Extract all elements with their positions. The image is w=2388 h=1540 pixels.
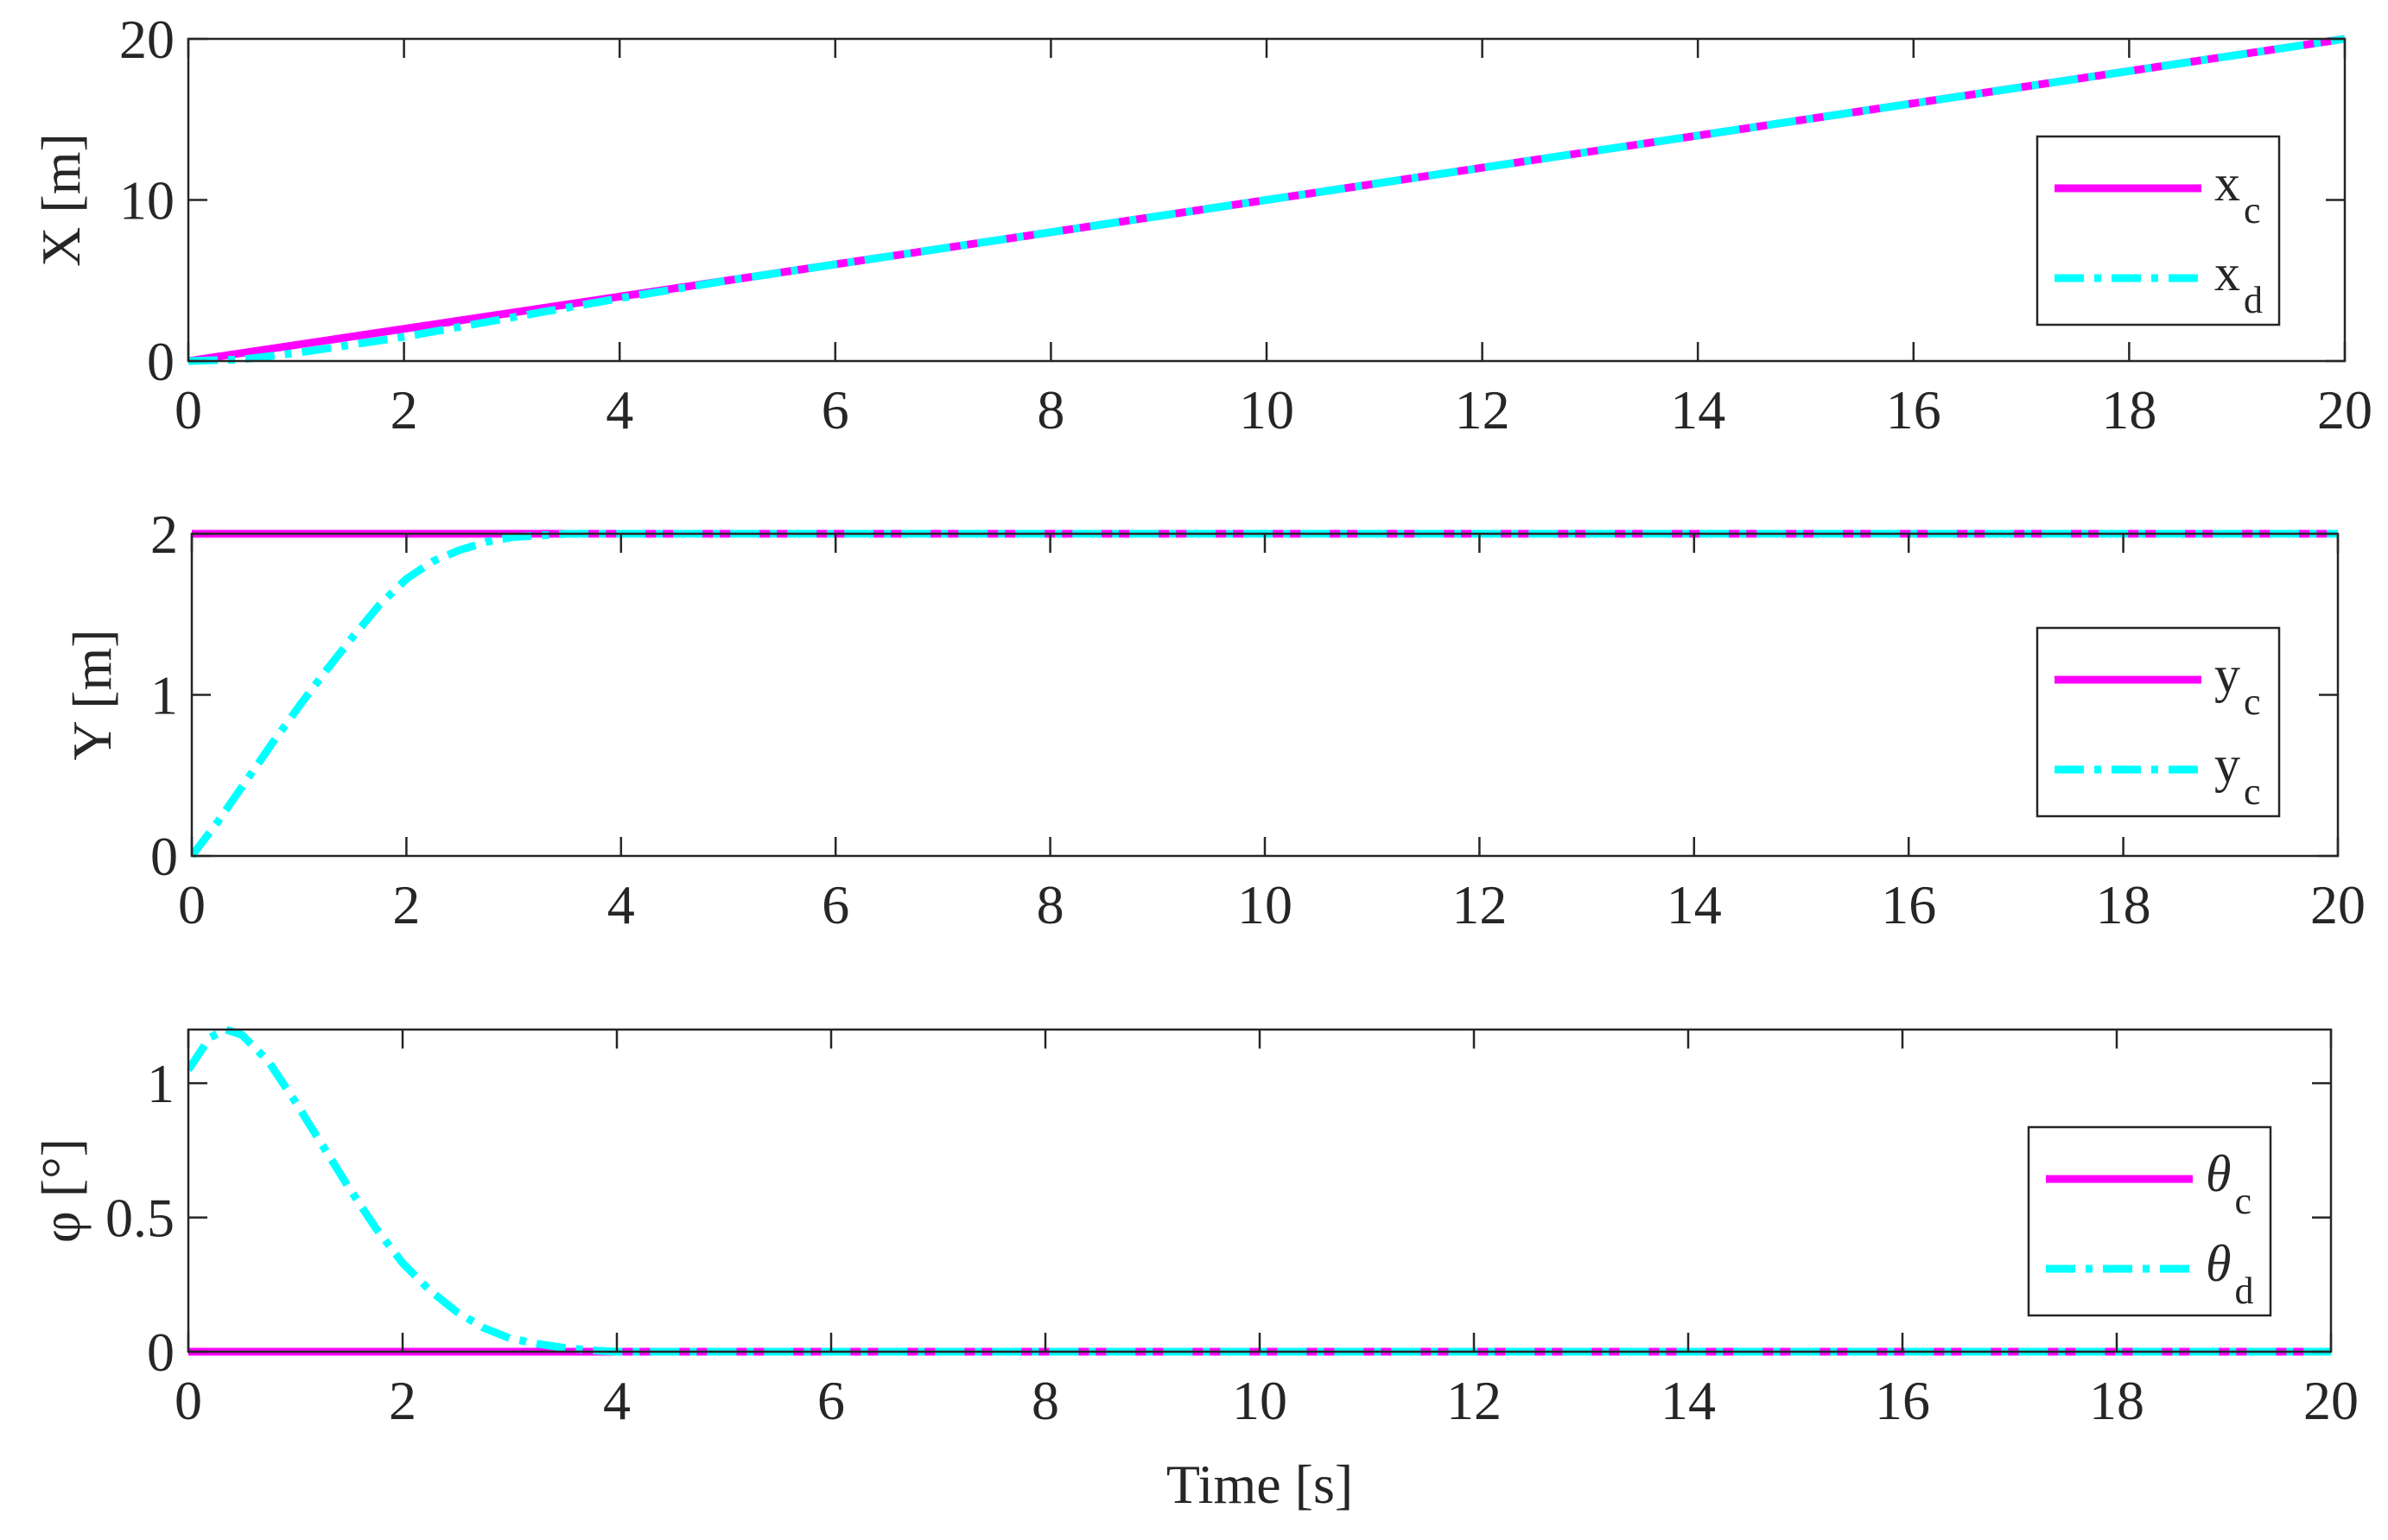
y-axis-label: X [m] [30,133,92,267]
x-tick-label: 20 [2310,874,2366,935]
axes-box [190,532,2340,858]
y-tick-label: 0.5 [105,1188,175,1249]
x-tick-label: 0 [175,1370,202,1431]
legend-entry: yc [2214,646,2261,723]
x-tick-label: 20 [2317,379,2372,440]
subplot-3: 0 2 4 6 8 10 12 14 16 18 20 0 0.5 1 φ [°] Time [s] θc θd [30,1025,2359,1515]
subplot-1: 0 2 4 6 8 10 12 14 16 18 20 0 10 20 X [m] xc xd [30,9,2372,440]
x-tick-label: 2 [392,874,420,935]
series-line-desired [192,529,2338,859]
x-tick-label: 6 [817,1370,845,1431]
axes-box [187,1028,2333,1353]
x-tick-label: 6 [822,874,849,935]
legend: θc θd [2027,1125,2272,1317]
x-tick-label: 20 [2303,1370,2359,1431]
x-tick-label: 10 [1232,1370,1287,1431]
x-tick-label: 2 [391,379,418,440]
x-tick-label: 16 [1886,379,1941,440]
x-tick-label: 16 [1875,1370,1930,1431]
series-line-desired [188,35,2345,365]
legend: xc xd [2036,135,2281,326]
x-tick-label: 10 [1239,379,1294,440]
y-tick-label: 0 [150,826,178,887]
x-tick-label: 16 [1881,874,1936,935]
y-axis-label: Y [m] [61,629,123,760]
x-tick-label: 8 [1032,1370,1059,1431]
legend-box [2036,626,2281,818]
series-line-desired [188,1025,2331,1356]
legend-entry: θc [2206,1145,2251,1222]
y-tick-label: 10 [119,170,175,231]
x-tick-label: 4 [603,1370,631,1431]
x-tick-label: 14 [1667,874,1722,935]
y-tick-label: 0 [147,1321,175,1383]
legend-box [2036,135,2281,326]
x-tick-label: 4 [607,874,635,935]
x-tick-label: 18 [2089,1370,2144,1431]
y-axis-label: φ [°] [30,1138,92,1243]
x-tick-label: 8 [1037,379,1064,440]
x-tick-label: 10 [1237,874,1292,935]
y-tick-label: 0 [147,331,175,392]
x-tick-label: 4 [606,379,633,440]
x-axis-label: Time [s] [1166,1454,1353,1515]
legend-box [2027,1125,2272,1317]
x-tick-label: 12 [1455,379,1510,440]
y-tick-label: 1 [147,1053,175,1114]
y-tick-label: 1 [150,665,178,726]
x-tick-label: 18 [2101,379,2156,440]
legend-entry: xc [2214,155,2261,231]
x-tick-label: 6 [822,379,849,440]
x-tick-label: 0 [178,874,206,935]
legend-entry: xd [2214,244,2263,321]
y-tick-label: 20 [119,9,175,70]
legend-entry: yc [2214,736,2261,813]
x-tick-label: 0 [175,379,202,440]
legend: yc yc [2036,626,2281,818]
x-tick-label: 2 [389,1370,416,1431]
x-tick-label: 8 [1037,874,1064,935]
y-tick-label: 2 [150,504,178,565]
x-tick-label: 12 [1446,1370,1502,1431]
legend-entry: θd [2206,1235,2253,1312]
x-tick-label: 18 [2096,874,2151,935]
x-tick-label: 14 [1670,379,1725,440]
x-tick-label: 12 [1451,874,1507,935]
x-tick-label: 14 [1661,1370,1716,1431]
